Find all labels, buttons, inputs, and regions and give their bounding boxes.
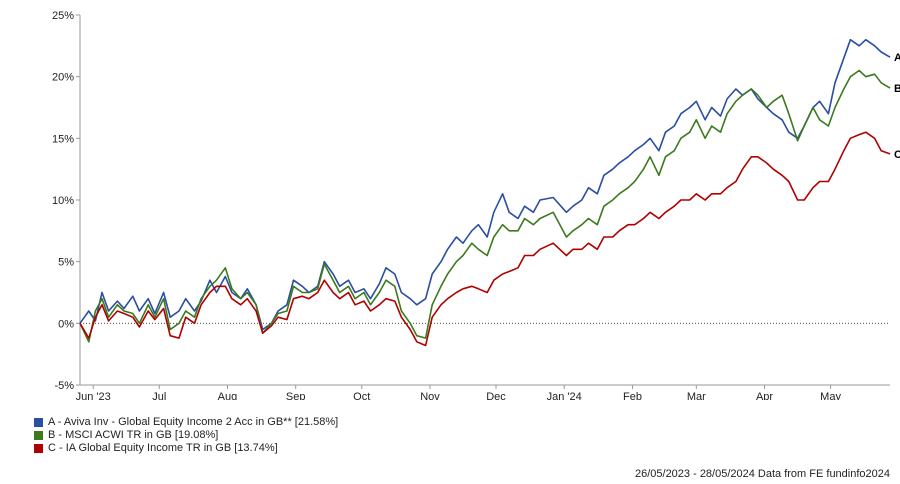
series-line-a bbox=[79, 38, 891, 331]
data-source-footer: 26/05/2023 - 28/05/2024 Data from FE fun… bbox=[634, 468, 890, 480]
chart-area: 25% 20% 15% 10% 5% 0% -5% Jun '23 Jul Aug Sep Oct N… bbox=[52, 10, 900, 403]
y-tick-label: 10% bbox=[52, 195, 74, 207]
legend-label-b: B - MSCI ACWI TR in GB [19.08%] bbox=[48, 429, 219, 441]
legend-swatch-b bbox=[34, 431, 43, 440]
x-tick-label: Apr bbox=[756, 391, 773, 400]
legend-swatch-c bbox=[34, 444, 43, 453]
end-labels: A B C bbox=[894, 52, 900, 161]
series-end-label-b: B bbox=[894, 83, 900, 95]
legend-swatch-a bbox=[34, 418, 43, 427]
x-tick-label: Nov bbox=[420, 391, 440, 400]
y-tick-label: 5% bbox=[58, 257, 74, 269]
legend-label-a: A - Aviva Inv - Global Equity Income 2 A… bbox=[48, 416, 339, 428]
legend-label-c: C - IA Global Equity Income TR in GB [13… bbox=[48, 442, 278, 454]
y-axis: 25% 20% 15% 10% 5% 0% -5% bbox=[52, 10, 80, 392]
x-tick-label: Dec bbox=[486, 391, 506, 400]
y-tick-label: 20% bbox=[52, 72, 74, 84]
x-tick-label: Aug bbox=[218, 391, 238, 400]
x-tick-label: Jun '23 bbox=[76, 391, 111, 400]
y-tick-label: 25% bbox=[52, 10, 74, 22]
series-line-b bbox=[79, 69, 891, 343]
x-tick-label: Jul bbox=[152, 391, 166, 400]
x-tick-label: May bbox=[820, 391, 841, 400]
legend-item-b: B - MSCI ACWI TR in GB [19.08%] bbox=[34, 429, 338, 442]
x-tick-label: Oct bbox=[353, 391, 370, 400]
x-tick-label: Sep bbox=[286, 391, 306, 400]
plot-frame bbox=[79, 15, 890, 386]
legend-item-a: A - Aviva Inv - Global Equity Income 2 A… bbox=[34, 416, 338, 429]
performance-chart: 25% 20% 15% 10% 5% 0% -5% Jun '23 Jul Aug Sep Oct N… bbox=[52, 10, 900, 403]
series-end-label-c: C bbox=[894, 149, 900, 161]
series-line-c bbox=[79, 131, 891, 347]
y-tick-label: 15% bbox=[52, 133, 74, 145]
x-tick-label: Mar bbox=[687, 391, 706, 400]
series-layer bbox=[79, 38, 891, 347]
x-axis: Jun '23 Jul Aug Sep Oct Nov Dec Jan '24 Feb Mar Ap… bbox=[76, 385, 841, 403]
series-end-label-a: A bbox=[894, 52, 900, 64]
y-tick-label: 0% bbox=[58, 318, 74, 330]
x-tick-label: Feb bbox=[623, 391, 642, 400]
y-tick-label: -5% bbox=[54, 380, 74, 392]
x-tick-label: Jan '24 bbox=[547, 391, 582, 400]
legend-item-c: C - IA Global Equity Income TR in GB [13… bbox=[34, 442, 338, 455]
legend: A - Aviva Inv - Global Equity Income 2 A… bbox=[34, 416, 338, 455]
